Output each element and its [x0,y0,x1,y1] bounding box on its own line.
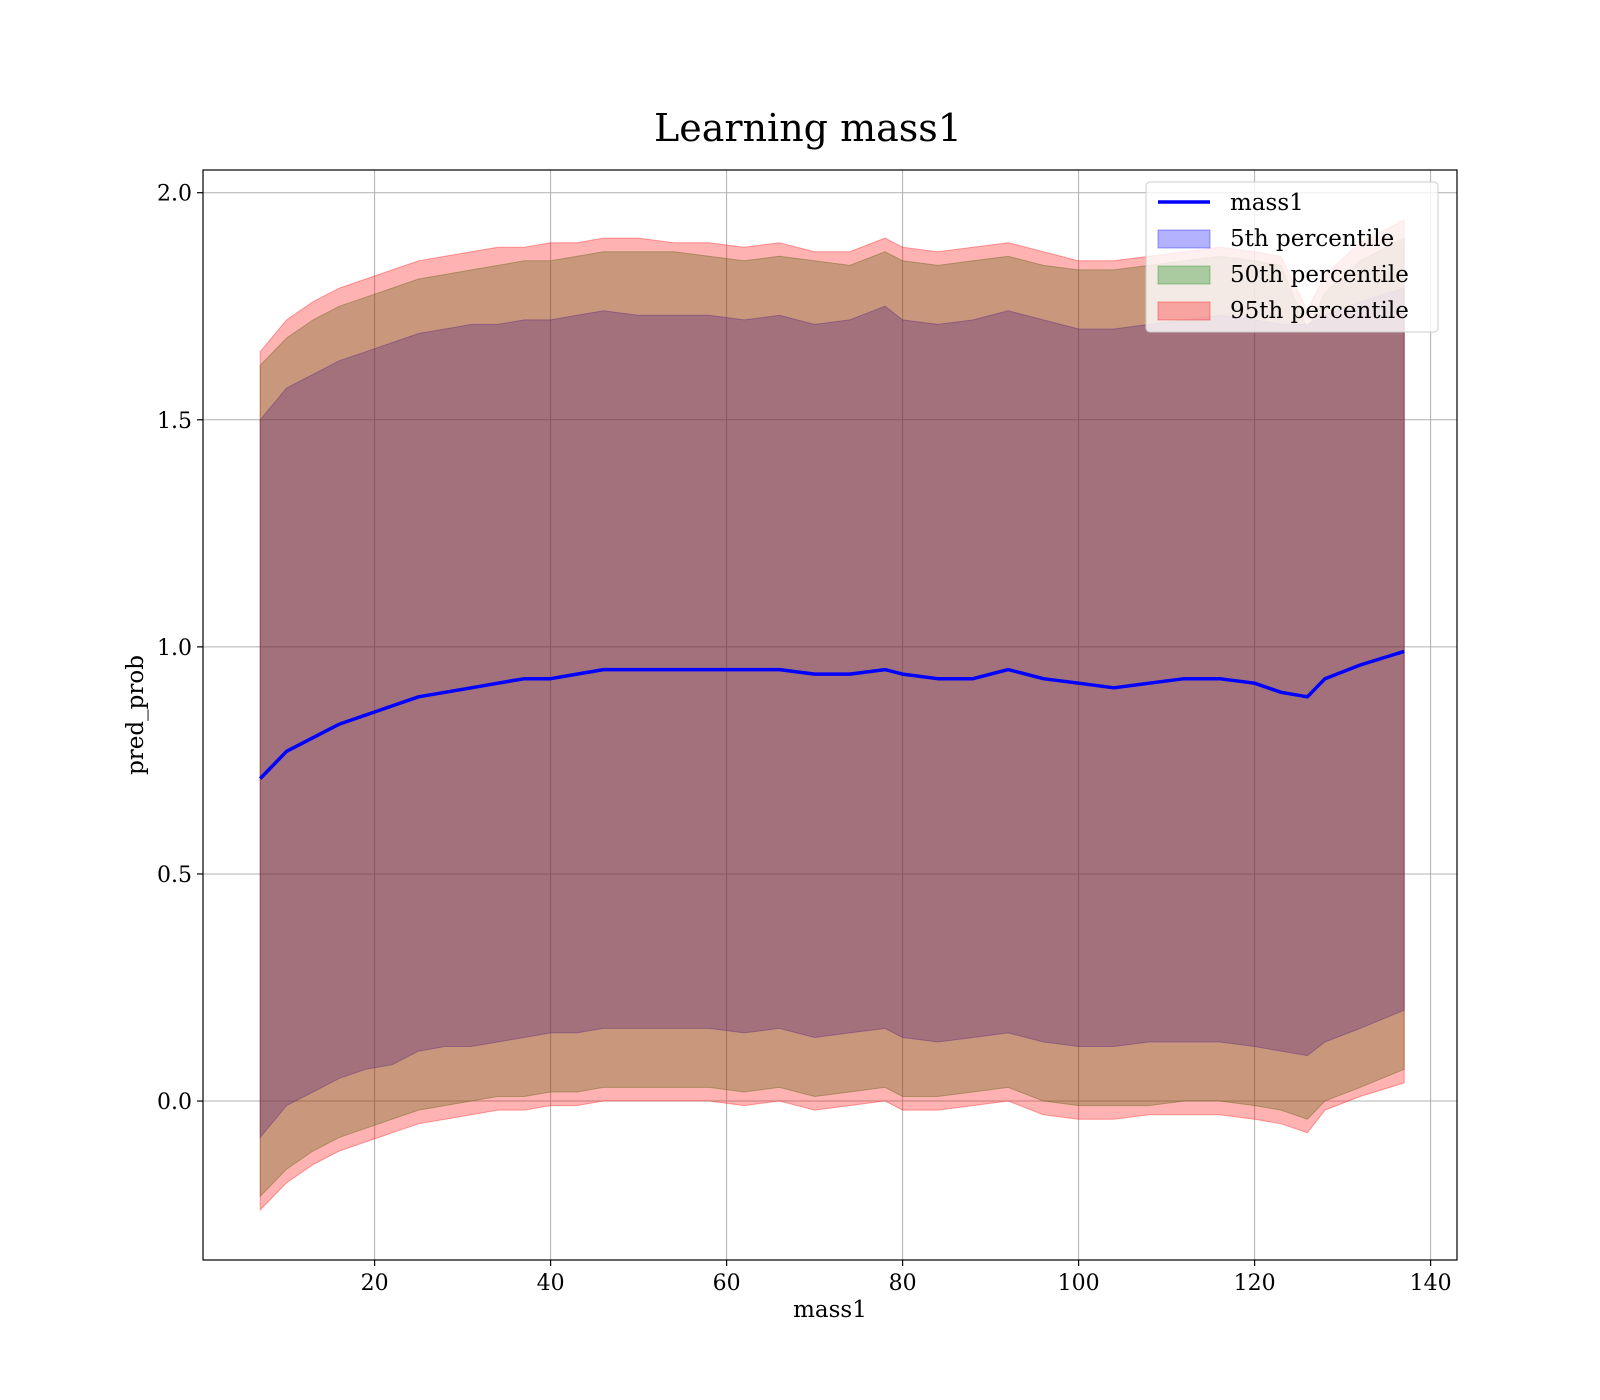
x-tick-label: 120 [1234,1271,1276,1296]
legend-swatch-95th-percentile [1157,301,1211,321]
legend: mass1 5th percentile 50th percentile 95th p… [1145,181,1439,333]
x-axis-label: mass1 [793,1297,867,1323]
legend-label-95th-percentile: 95th percentile [1230,298,1409,324]
x-tick-label: 80 [889,1271,917,1296]
5th-percentile-band [259,287,1405,1139]
50th-percentile-band [259,237,1405,1198]
95th-percentile-band [259,219,1405,1212]
y-tick-label: 0.5 [157,863,192,888]
ticks-layer: 20 40 60 80 100 120 140 0.0 0.5 1.0 1.5 2.0 [157,182,1452,1296]
y-tick-label: 1.0 [157,636,192,661]
y-axis-label: pred_prob [123,655,149,775]
x-tick-label: 100 [1058,1271,1100,1296]
plot-frame [202,169,1458,1261]
y-tick-label: 0.0 [157,1090,192,1115]
line-layer [258,649,1405,780]
legend-swatch-5th-percentile [1157,229,1211,249]
legend-swatch-50th-percentile [1157,265,1211,285]
legend-label-50th-percentile: 50th percentile [1230,262,1409,288]
y-tick-label: 2.0 [157,182,192,207]
x-tick-label: 40 [537,1271,565,1296]
legend-label-mass1: mass1 [1230,190,1304,216]
grid-layer [203,170,1457,1260]
legend-box [1145,181,1439,333]
chart-title: Learning mass1 [654,106,962,150]
percentile-bands [259,219,1405,1212]
y-tick-label: 1.5 [157,409,192,434]
mass1-line [258,649,1405,780]
x-tick-label: 20 [361,1271,389,1296]
x-tick-label: 60 [713,1271,741,1296]
legend-label-5th-percentile: 5th percentile [1230,226,1394,252]
x-tick-label: 140 [1410,1271,1452,1296]
